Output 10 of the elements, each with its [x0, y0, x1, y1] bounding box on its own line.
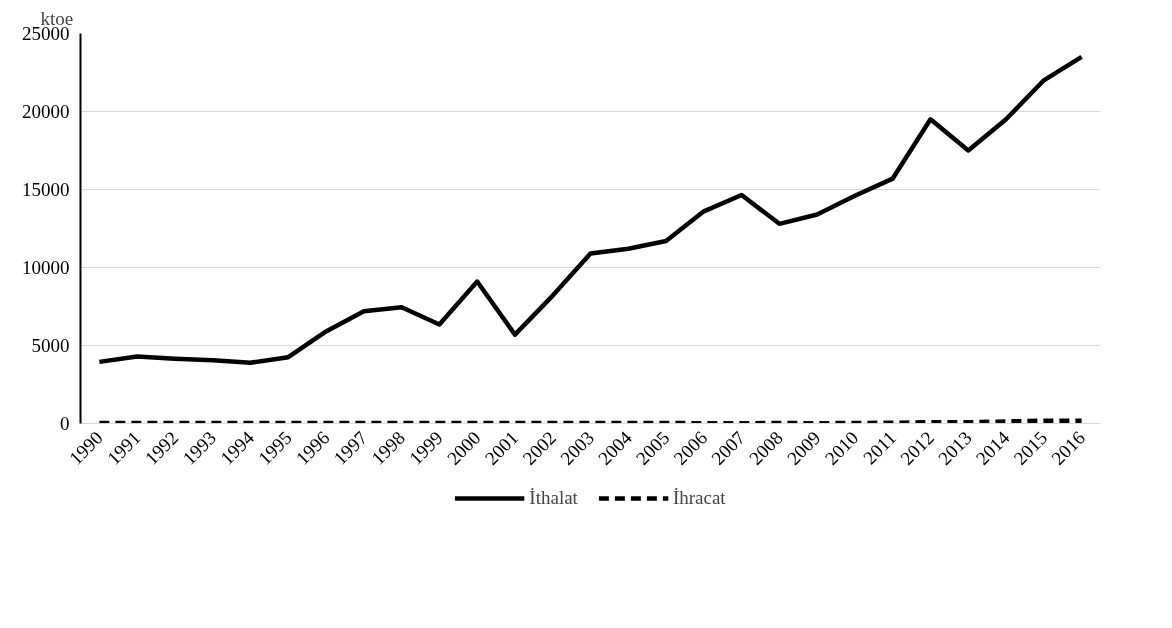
line-series — [97, 54, 1084, 365]
x-tick-label: 1991 — [102, 427, 145, 469]
legend-label: İhracat — [672, 487, 726, 509]
y-tick-label: 10000 — [22, 257, 70, 278]
y-tick-label: 20000 — [22, 101, 70, 122]
x-tick-label: 2011 — [858, 427, 901, 469]
y-tick-label: 0 — [60, 413, 70, 434]
y-tick-label: 15000 — [22, 179, 70, 200]
y-tick-label: 5000 — [31, 335, 70, 356]
legend-label: İthalat — [529, 487, 578, 509]
